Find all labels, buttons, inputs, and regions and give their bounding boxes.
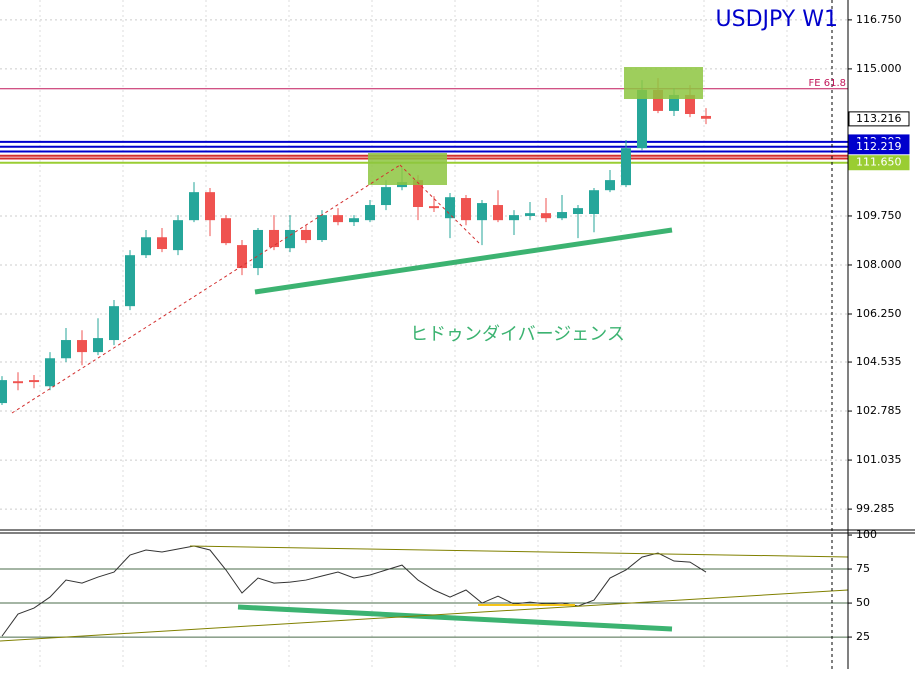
candle-body <box>205 192 215 221</box>
trend-line <box>189 545 849 558</box>
candle-body <box>557 212 567 219</box>
rsi-line <box>1 545 707 637</box>
candle-body <box>701 115 711 119</box>
candle-body <box>301 229 311 241</box>
candle-body <box>573 208 583 215</box>
candle-body <box>253 229 263 269</box>
y-tick-label: 106.250 <box>856 307 902 320</box>
candle-body <box>125 255 135 307</box>
candle-body <box>285 229 295 249</box>
candle-body <box>189 192 199 221</box>
candle-body <box>141 237 151 256</box>
y-tick-label: 104.535 <box>856 355 902 368</box>
candle-body <box>413 180 423 207</box>
candle-body <box>13 381 23 384</box>
candle-body <box>621 148 631 186</box>
candle-body <box>525 213 535 216</box>
candle-body <box>157 237 167 250</box>
candle-body <box>317 215 327 241</box>
y-tick-label: 101.035 <box>856 453 902 466</box>
candle-body <box>429 206 439 209</box>
trend-line <box>399 164 481 245</box>
plot <box>0 0 848 669</box>
candle-body <box>637 89 647 149</box>
price-box <box>848 111 910 127</box>
candle-body <box>541 213 551 219</box>
price-box <box>848 155 910 171</box>
candle-body <box>653 89 663 111</box>
divergence-line <box>254 227 673 295</box>
fe-label: FE 61.8 <box>808 78 846 89</box>
candle-body <box>445 197 455 219</box>
candle-body <box>93 338 103 353</box>
y-tick-label: 99.285 <box>856 502 895 515</box>
candle-body <box>477 203 487 221</box>
chart-title: USDJPY W1 <box>716 7 838 32</box>
candle-body <box>589 190 599 215</box>
candle-body <box>381 187 391 206</box>
candle-body <box>173 220 183 251</box>
candle-body <box>605 180 615 191</box>
candle-body <box>365 205 375 221</box>
y-tick-label: 102.785 <box>856 404 902 417</box>
y-tick-label: 25 <box>856 630 870 643</box>
price-box-label: 113.216 <box>856 112 902 125</box>
y-tick-label: 108.000 <box>856 258 902 271</box>
candle-body <box>61 340 71 359</box>
trend-line <box>11 164 401 414</box>
price-box-label: 112.219 <box>856 140 902 153</box>
annotation: ヒドゥンダイバージェンス <box>410 324 625 345</box>
candle-body <box>269 229 279 248</box>
candle-body <box>349 218 359 223</box>
candle-body <box>45 358 55 387</box>
candle-body <box>221 218 231 244</box>
candle-body <box>685 94 695 115</box>
y-tick-label: 116.750 <box>856 13 902 26</box>
candle-body <box>333 215 343 223</box>
price-box <box>848 139 910 155</box>
candle-body <box>237 245 247 269</box>
candle-body <box>29 380 39 383</box>
y-tick-label: 100 <box>856 528 877 541</box>
y-tick-label: 109.750 <box>856 209 902 222</box>
candle-body <box>77 340 87 353</box>
y-tick-label: 75 <box>856 562 870 575</box>
trend-line <box>0 589 849 642</box>
y-tick-label: 115.000 <box>856 62 902 75</box>
zone <box>624 67 703 99</box>
candle-body <box>493 205 503 221</box>
y-tick-label: 50 <box>856 596 870 609</box>
candle-body <box>669 94 679 111</box>
divergence-line <box>237 604 673 632</box>
candle-body <box>109 306 119 341</box>
candle-body <box>509 215 519 221</box>
candle-body <box>0 380 7 404</box>
zone <box>368 153 447 185</box>
candle-body <box>461 198 471 221</box>
price-box-label: 111.650 <box>856 156 902 169</box>
